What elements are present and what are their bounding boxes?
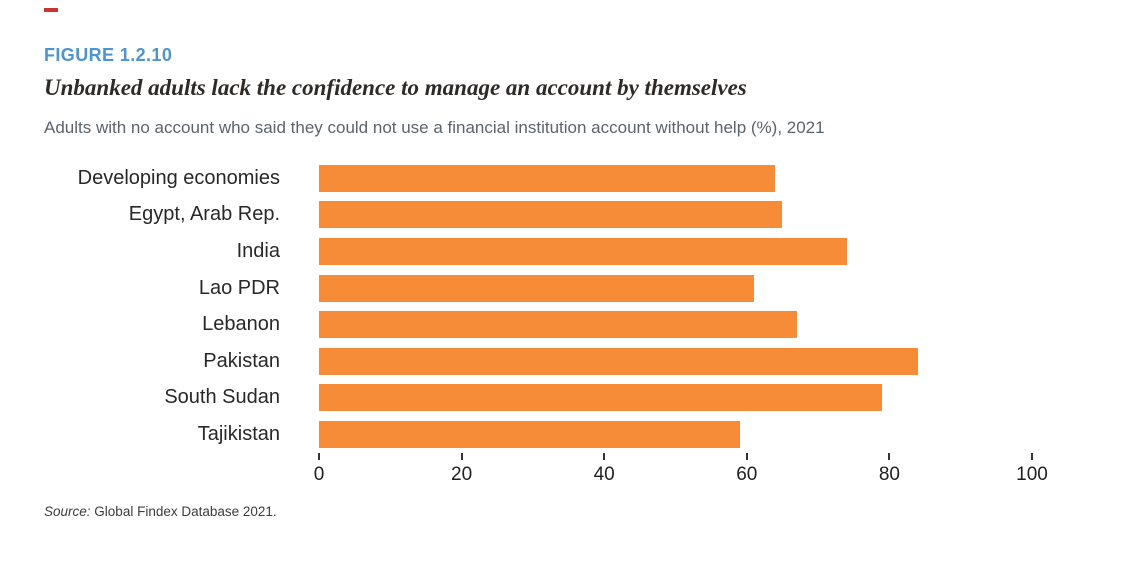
bar — [319, 201, 783, 229]
category-label: Egypt, Arab Rep. — [128, 203, 280, 226]
chart-row: Egypt, Arab Rep. — [0, 197, 1122, 234]
category-label: Tajikistan — [197, 422, 280, 445]
chart-row: Lebanon — [0, 306, 1122, 343]
bar — [319, 347, 918, 375]
bar-track — [319, 274, 1032, 302]
chart-row: Developing economies — [0, 160, 1122, 197]
bar-track — [319, 201, 1032, 229]
x-tick-mark — [460, 453, 463, 460]
chart-row: Tajikistan — [0, 416, 1122, 453]
x-tick-label: 0 — [313, 464, 325, 485]
x-tick-label: 60 — [736, 464, 758, 485]
bar-track — [319, 347, 1032, 375]
x-tick-label: 100 — [1016, 464, 1048, 485]
bar — [319, 384, 883, 412]
bar — [319, 237, 847, 265]
source-note: Source: Global Findex Database 2021. — [44, 504, 277, 519]
bar-track — [319, 420, 1032, 448]
bar — [319, 164, 776, 192]
bar-track — [319, 311, 1032, 339]
x-tick-label: 20 — [451, 464, 473, 485]
x-tick-mark — [1031, 453, 1033, 460]
source-text: Global Findex Database 2021. — [94, 504, 277, 519]
category-label: Pakistan — [203, 349, 280, 372]
bar-track — [319, 237, 1032, 265]
category-label: Lebanon — [202, 313, 280, 336]
chart-row: India — [0, 233, 1122, 270]
category-label: Lao PDR — [198, 276, 280, 299]
chart-subtitle: Adults with no account who said they cou… — [44, 118, 825, 137]
chart-title: Unbanked adults lack the confidence to m… — [44, 75, 747, 100]
page-accent-mark — [44, 8, 58, 12]
category-label: Developing economies — [77, 166, 280, 189]
source-label: Source: — [44, 504, 91, 519]
x-tick-mark — [888, 453, 891, 460]
x-tick-label: 80 — [878, 464, 900, 485]
bar-track — [319, 384, 1032, 412]
chart-row: South Sudan — [0, 380, 1122, 417]
x-tick-mark — [745, 453, 748, 460]
x-tick-label: 40 — [593, 464, 615, 485]
x-tick-mark — [318, 453, 320, 460]
bar — [319, 274, 754, 302]
bar-chart: Developing economies Egypt, Arab Rep. Indi… — [0, 160, 1122, 453]
figure-number-label: FIGURE 1.2.10 — [44, 45, 173, 65]
chart-row: Lao PDR — [0, 270, 1122, 307]
bar-track — [319, 164, 1032, 192]
x-tick-mark — [603, 453, 606, 460]
bar — [319, 420, 740, 448]
category-label: South Sudan — [164, 386, 280, 409]
bar — [319, 311, 797, 339]
chart-row: Pakistan — [0, 343, 1122, 380]
x-axis: 0 20 40 60 80 100 — [314, 453, 1048, 493]
category-label: India — [236, 239, 280, 262]
